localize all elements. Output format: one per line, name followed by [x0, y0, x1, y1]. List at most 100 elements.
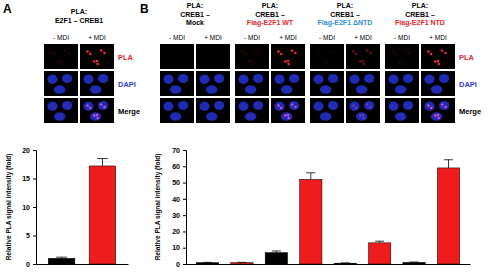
- micrograph: [235, 71, 269, 96]
- column-header: Flag-E2F1 ΔNTD: [318, 19, 373, 27]
- tick-label: 40: [172, 196, 180, 203]
- nucleus: [388, 102, 398, 112]
- pla-dot: [366, 103, 369, 106]
- error-stem: [102, 159, 103, 166]
- micrograph: [235, 44, 269, 69]
- micrograph-background: [346, 71, 380, 96]
- bar: [48, 258, 75, 264]
- micrograph: [160, 98, 194, 123]
- pla-dot: [291, 49, 294, 52]
- error-cap: [375, 241, 384, 242]
- pla-dot: [362, 114, 365, 117]
- axis-line: [37, 264, 129, 265]
- y-tick: 20: [22, 147, 36, 154]
- micrograph: [346, 71, 380, 96]
- micrograph: [385, 44, 419, 69]
- micrograph-background: [421, 71, 455, 96]
- nucleus: [431, 85, 443, 94]
- micrograph-background: [385, 44, 419, 69]
- pla-dot: [251, 114, 254, 117]
- tick-mark: [183, 231, 186, 232]
- pla-dot: [330, 49, 333, 52]
- error-cap: [56, 257, 67, 258]
- pla-dot: [60, 117, 63, 120]
- nucleus: [320, 112, 332, 121]
- micrograph-background: [385, 71, 419, 96]
- panel-label: B: [140, 2, 149, 16]
- error-cap: [306, 172, 315, 173]
- pla-dot: [401, 60, 404, 63]
- pla-dot: [291, 103, 294, 106]
- pla-dot: [280, 53, 283, 56]
- nucleus: [98, 101, 108, 110]
- pla-dot: [96, 63, 99, 66]
- micrograph: [271, 71, 305, 96]
- error-cap: [410, 262, 419, 263]
- bar: [334, 263, 356, 264]
- tick-mark: [183, 150, 186, 151]
- nucleus: [199, 102, 209, 112]
- nucleus: [238, 102, 248, 112]
- error-bar: [56, 257, 67, 258]
- error-bar: [203, 262, 212, 263]
- micrograph-background: [44, 71, 78, 96]
- nucleus: [364, 74, 374, 83]
- bar-chart: 05101520Relative PLA signal intensity (f…: [5, 147, 129, 268]
- nucleus: [62, 74, 72, 83]
- y-tick: 70: [172, 147, 186, 154]
- pla-dot: [437, 63, 440, 66]
- tick-label: 15: [22, 175, 30, 182]
- y-axis-title: Relative PLA signal intensity (fold): [154, 154, 162, 261]
- pla-dot: [444, 106, 447, 109]
- micrograph-background: [421, 44, 455, 69]
- pla-dot: [244, 107, 247, 110]
- error-cap: [272, 250, 281, 251]
- pla-dot: [333, 106, 336, 109]
- plot-area: [48, 159, 115, 264]
- tick-label: 30: [172, 212, 180, 219]
- pla-dot: [401, 117, 404, 120]
- micrograph-background: [160, 44, 194, 69]
- image-panel-b: BPLA:CREB1 –Mock- MDI+ MDIPLA:CREB1 –Fla…: [140, 2, 481, 123]
- pla-dot: [284, 60, 287, 63]
- tick-label: 0: [26, 261, 30, 268]
- pla-dot: [355, 107, 358, 110]
- pla-dot: [60, 114, 63, 117]
- pla-dot: [441, 103, 444, 106]
- nucleus: [83, 75, 93, 85]
- nucleus: [170, 112, 182, 121]
- nucleus: [206, 112, 218, 121]
- micrograph-background: [271, 71, 305, 96]
- condition-label: - MDI: [244, 34, 260, 41]
- column-header: CREB1 –: [255, 11, 285, 18]
- micrograph: [310, 71, 344, 96]
- pla-dot: [326, 60, 329, 63]
- column-header: PLA:: [337, 2, 353, 9]
- column-header: CREB1 –: [180, 11, 210, 18]
- column-header: E2F1 – CREB1: [55, 17, 103, 24]
- nucleus: [289, 101, 299, 110]
- column-header: Flag-E2F1 NTD: [395, 19, 445, 27]
- nucleus: [281, 112, 293, 121]
- axis-line: [33, 151, 37, 265]
- pla-dot: [323, 114, 326, 117]
- micrograph: [421, 71, 455, 96]
- pla-dot: [96, 117, 99, 120]
- condition-label: - MDI: [394, 34, 410, 41]
- nucleus: [364, 101, 374, 110]
- pla-dot: [280, 107, 283, 110]
- pla-dot: [430, 107, 433, 110]
- tick-mark: [183, 215, 186, 216]
- micrograph: [310, 44, 344, 69]
- nucleus: [163, 75, 173, 85]
- nucleus: [83, 102, 93, 112]
- column-header: CREB1 –: [405, 11, 435, 18]
- y-tick: 20: [172, 228, 186, 235]
- condition-label: + MDI: [279, 34, 297, 41]
- pla-dot: [67, 106, 70, 109]
- nucleus: [281, 85, 293, 94]
- pla-dot: [284, 114, 287, 117]
- pla-dot: [294, 106, 297, 109]
- column-header: PLA:: [412, 2, 428, 9]
- pla-dot: [100, 103, 103, 106]
